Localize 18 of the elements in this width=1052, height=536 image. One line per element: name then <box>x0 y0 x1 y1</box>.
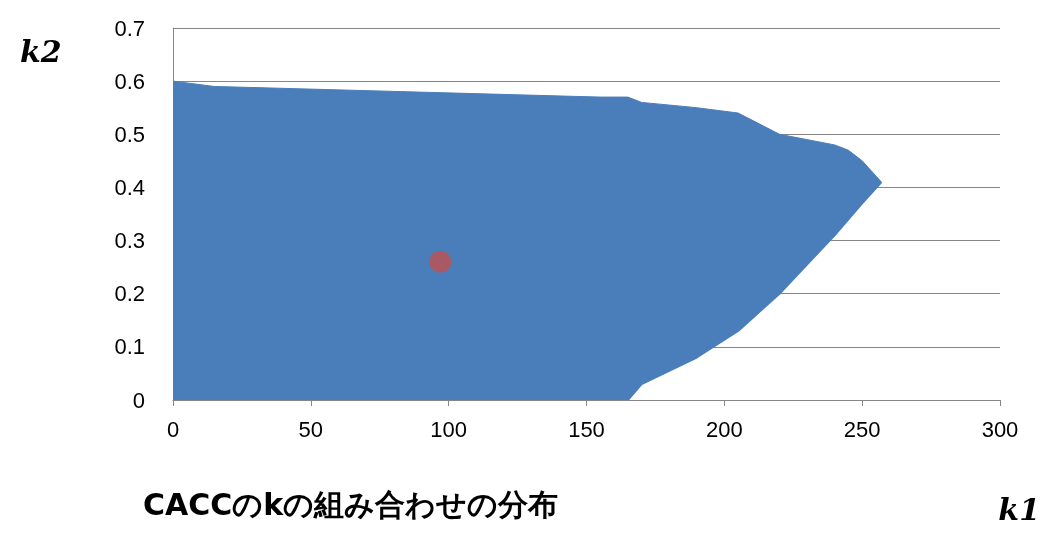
x-tick-label: 250 <box>843 416 881 442</box>
x-tick-label: 150 <box>568 416 605 442</box>
y-tick-label: 0.2 <box>114 281 145 307</box>
text: CACCのkの組み合わせの分布 <box>143 486 559 522</box>
y-tick-label: 0.4 <box>114 174 145 200</box>
x-tick-label: 200 <box>705 416 743 442</box>
x-tick-label: 300 <box>981 416 1019 442</box>
y-axis-title: k2 <box>20 33 62 69</box>
y-tick-label: 0.6 <box>114 68 145 94</box>
y-tick-label: 0.5 <box>114 121 145 147</box>
x-tick-label: 0 <box>166 416 180 442</box>
x-axis-title: k1 <box>998 491 1041 527</box>
y-tick-label: 0.1 <box>114 334 145 360</box>
x-tick-label: 100 <box>430 416 468 442</box>
y-tick-label: 0.7 <box>114 15 145 41</box>
y-tick-label: 0.3 <box>114 228 145 254</box>
x-tick-label: 50 <box>298 416 324 442</box>
y-tick-label: 0 <box>132 387 145 413</box>
